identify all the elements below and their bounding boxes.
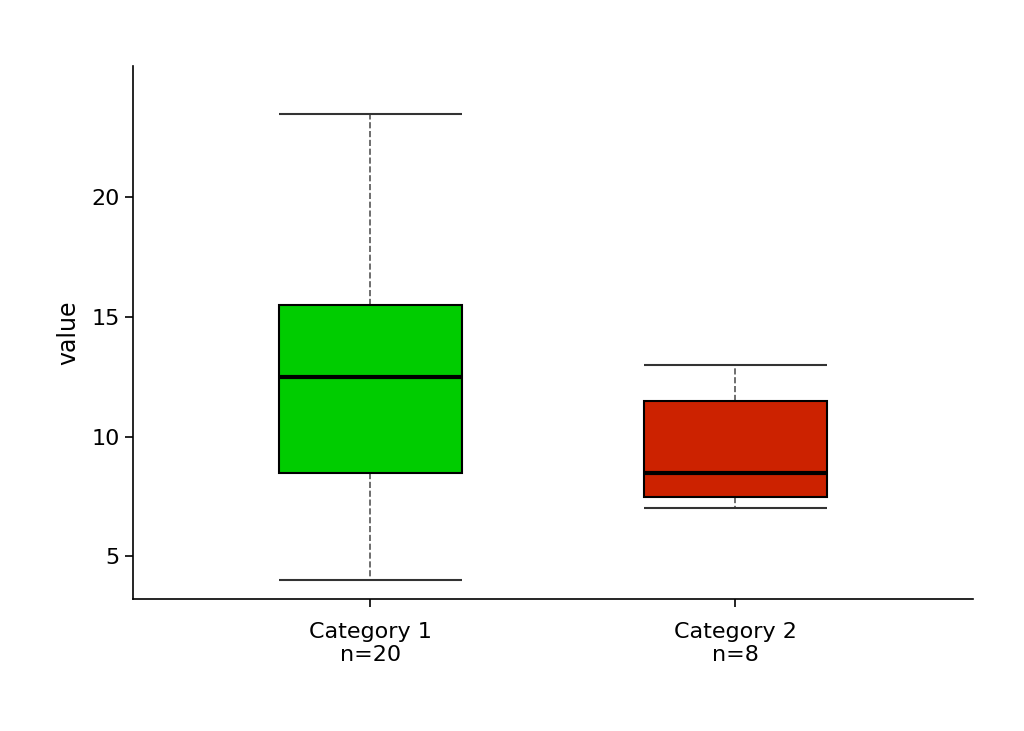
- FancyBboxPatch shape: [644, 401, 826, 496]
- FancyBboxPatch shape: [280, 305, 462, 473]
- Y-axis label: value: value: [56, 300, 81, 365]
